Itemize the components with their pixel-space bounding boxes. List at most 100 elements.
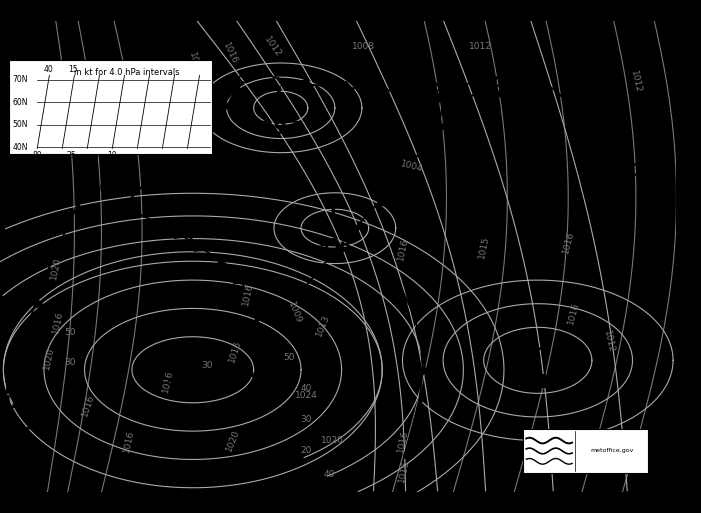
Polygon shape [250, 371, 259, 380]
Polygon shape [154, 169, 163, 176]
Text: 25: 25 [66, 150, 76, 160]
Polygon shape [412, 312, 421, 319]
Text: 30: 30 [201, 361, 212, 369]
Text: 1019: 1019 [511, 373, 565, 392]
Polygon shape [59, 237, 69, 246]
Text: 1012: 1012 [469, 42, 491, 51]
Polygon shape [6, 385, 15, 394]
Polygon shape [194, 244, 204, 251]
Polygon shape [207, 113, 218, 120]
Text: 1016: 1016 [122, 429, 135, 453]
Text: 40: 40 [324, 470, 335, 479]
Circle shape [204, 89, 216, 97]
Polygon shape [376, 84, 389, 91]
Text: 40: 40 [300, 384, 311, 393]
Text: 1016: 1016 [395, 429, 409, 453]
Text: 1016: 1016 [161, 369, 175, 394]
Text: 1012: 1012 [629, 70, 643, 94]
Polygon shape [339, 82, 351, 88]
Text: 993: 993 [261, 119, 301, 137]
Bar [10, 60, 212, 154]
Text: 10: 10 [631, 162, 654, 180]
Polygon shape [183, 141, 193, 148]
Polygon shape [252, 344, 261, 353]
Polygon shape [13, 357, 23, 366]
Text: in kt for 4.0 hPa intervals: in kt for 4.0 hPa intervals [74, 68, 180, 77]
Text: L: L [187, 233, 198, 251]
Text: 1016: 1016 [561, 230, 576, 254]
Circle shape [431, 93, 442, 101]
Text: 1012: 1012 [262, 34, 283, 58]
Polygon shape [376, 199, 386, 206]
Text: L: L [5, 394, 15, 412]
Polygon shape [44, 270, 55, 279]
Circle shape [175, 158, 184, 165]
Text: 30: 30 [64, 358, 76, 367]
Text: 1013: 1013 [315, 312, 332, 337]
Text: x: x [562, 310, 568, 321]
Text: L: L [329, 205, 341, 223]
Text: 1020: 1020 [187, 51, 201, 75]
Text: x: x [7, 313, 13, 323]
Polygon shape [233, 277, 243, 284]
Text: L: L [274, 86, 287, 106]
Polygon shape [25, 328, 34, 338]
Polygon shape [396, 174, 407, 183]
Text: 1020: 1020 [49, 256, 63, 281]
Text: x: x [237, 197, 243, 207]
Text: x: x [125, 157, 131, 167]
Polygon shape [419, 395, 427, 403]
Text: 50N: 50N [12, 121, 27, 129]
Text: 40: 40 [44, 65, 53, 74]
Polygon shape [175, 231, 184, 239]
Text: 993: 993 [318, 237, 353, 255]
Text: 1012: 1012 [602, 329, 615, 353]
Polygon shape [413, 86, 426, 92]
Polygon shape [218, 259, 228, 266]
Text: 40N: 40N [12, 143, 27, 152]
Text: 1016: 1016 [221, 41, 239, 66]
Polygon shape [403, 451, 411, 459]
Text: H: H [184, 346, 201, 366]
Text: 70N: 70N [12, 75, 27, 85]
Text: 1020: 1020 [42, 346, 55, 370]
Text: H: H [654, 143, 672, 163]
Circle shape [177, 97, 189, 106]
Polygon shape [74, 204, 84, 213]
Circle shape [225, 103, 235, 110]
Circle shape [498, 89, 509, 97]
Circle shape [456, 86, 468, 94]
Polygon shape [416, 149, 427, 157]
Text: 1029: 1029 [165, 378, 220, 397]
Text: 1006: 1006 [0, 427, 32, 442]
Text: 1024: 1024 [295, 391, 318, 400]
Circle shape [202, 129, 212, 136]
Polygon shape [298, 78, 311, 86]
Text: L: L [106, 148, 117, 166]
Text: 1016: 1016 [566, 301, 581, 325]
Circle shape [114, 121, 125, 129]
Text: 20: 20 [300, 445, 311, 455]
Polygon shape [353, 222, 365, 230]
Polygon shape [88, 173, 98, 182]
Polygon shape [300, 286, 311, 293]
Text: 1016: 1016 [395, 237, 409, 262]
Polygon shape [232, 87, 242, 94]
Text: 1015: 1015 [88, 181, 135, 199]
Circle shape [144, 187, 154, 193]
Text: H: H [634, 129, 651, 148]
Polygon shape [437, 98, 449, 106]
Text: 1016: 1016 [241, 282, 255, 306]
Text: metoffice.gov: metoffice.gov [590, 448, 634, 453]
Text: H: H [529, 341, 547, 361]
Text: 1008: 1008 [353, 42, 376, 51]
Text: 15: 15 [68, 65, 78, 74]
Text: 10: 10 [107, 150, 116, 160]
Polygon shape [411, 424, 420, 431]
Polygon shape [125, 198, 135, 204]
Polygon shape [250, 319, 259, 327]
Text: x: x [195, 341, 200, 351]
Polygon shape [423, 367, 430, 374]
Polygon shape [437, 122, 447, 131]
Text: 10: 10 [651, 170, 676, 188]
